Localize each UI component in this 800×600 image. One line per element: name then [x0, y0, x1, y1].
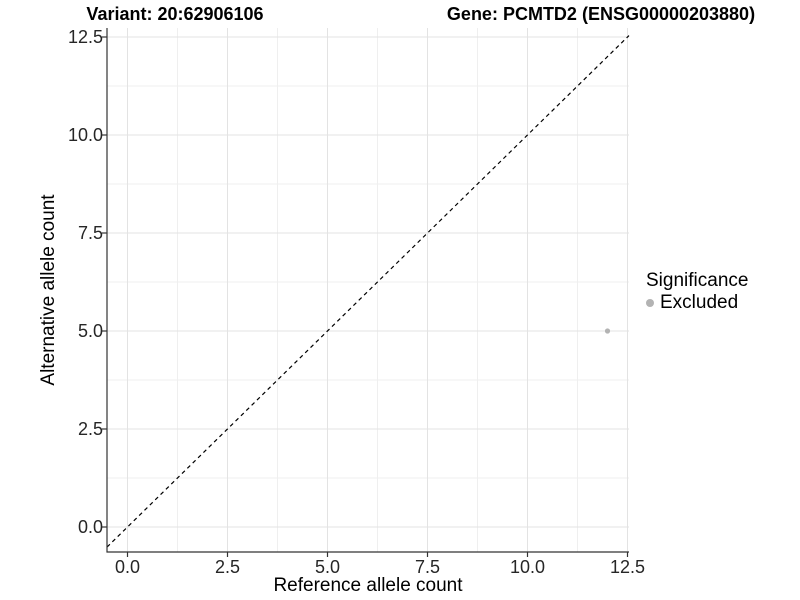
y-tick-label: 10.0 — [67, 125, 103, 145]
x-tick-label: 5.0 — [314, 557, 341, 577]
plot-title-variant: Variant: 20:62906106 — [86, 4, 264, 24]
y-axis-title: Alternative allele count — [38, 194, 59, 386]
x-axis-title: Reference allele count — [273, 575, 463, 596]
x-tick-label: 0.0 — [114, 557, 141, 577]
legend-point-icon — [646, 298, 654, 307]
plot-title-gene: Gene: PCMTD2 (ENSG00000203880) — [446, 4, 756, 24]
legend-title: Significance — [646, 270, 749, 291]
y-tick-label: 5.0 — [77, 321, 103, 341]
y-tick-label: 12.5 — [67, 27, 103, 47]
data-point — [604, 328, 611, 334]
x-tick-label: 2.5 — [214, 557, 241, 577]
legend: Significance Excluded — [646, 269, 748, 313]
x-tick-label: 12.5 — [609, 557, 646, 577]
x-tick-label: 7.5 — [414, 557, 441, 577]
y-tick-label: 2.5 — [77, 419, 103, 439]
legend-item-excluded: Excluded — [646, 292, 748, 313]
y-tick-label: 7.5 — [77, 223, 103, 243]
legend-item-label: Excluded — [660, 292, 739, 313]
identity-dashed-line — [106, 35, 630, 548]
y-tick-label: 0.0 — [77, 517, 103, 537]
x-tick-label: 10.0 — [509, 557, 546, 577]
